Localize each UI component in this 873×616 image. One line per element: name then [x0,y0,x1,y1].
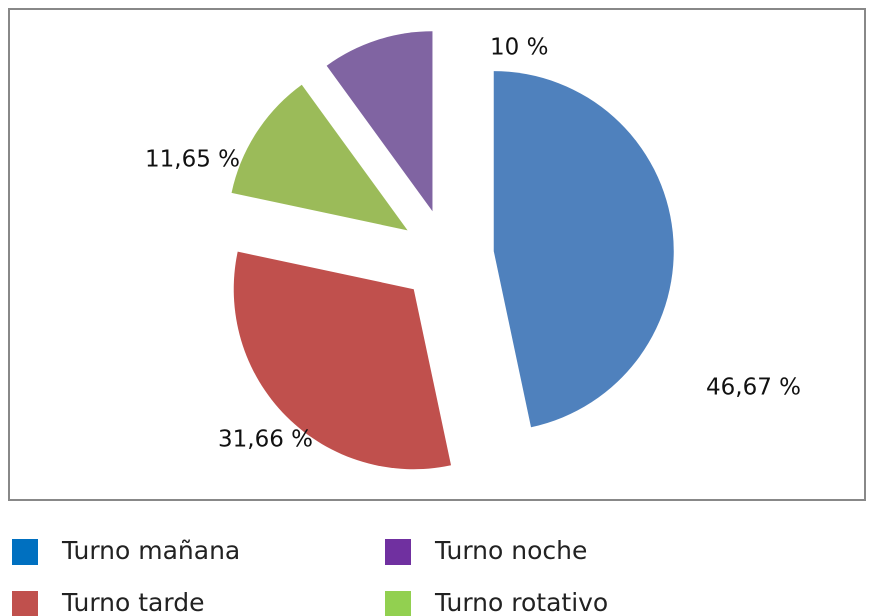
value-label: 31,66 % [218,427,313,453]
legend-swatch [12,539,38,565]
legend-swatch [385,539,411,565]
pie-slice [231,84,408,231]
legend-label: Turno mañana [61,536,240,565]
legend-swatch [12,591,38,616]
value-label: 10 % [490,35,548,61]
value-label: 11,65 % [145,147,240,173]
legend-label: Turno tarde [61,588,204,616]
legend-swatch [385,591,411,616]
legend-label: Turno noche [434,536,587,565]
pie-slice [233,251,452,470]
value-label: 46,67 % [706,375,801,401]
legend-label: Turno rotativo [434,588,608,616]
pie-slice [493,71,674,428]
pie-slice [326,31,433,212]
